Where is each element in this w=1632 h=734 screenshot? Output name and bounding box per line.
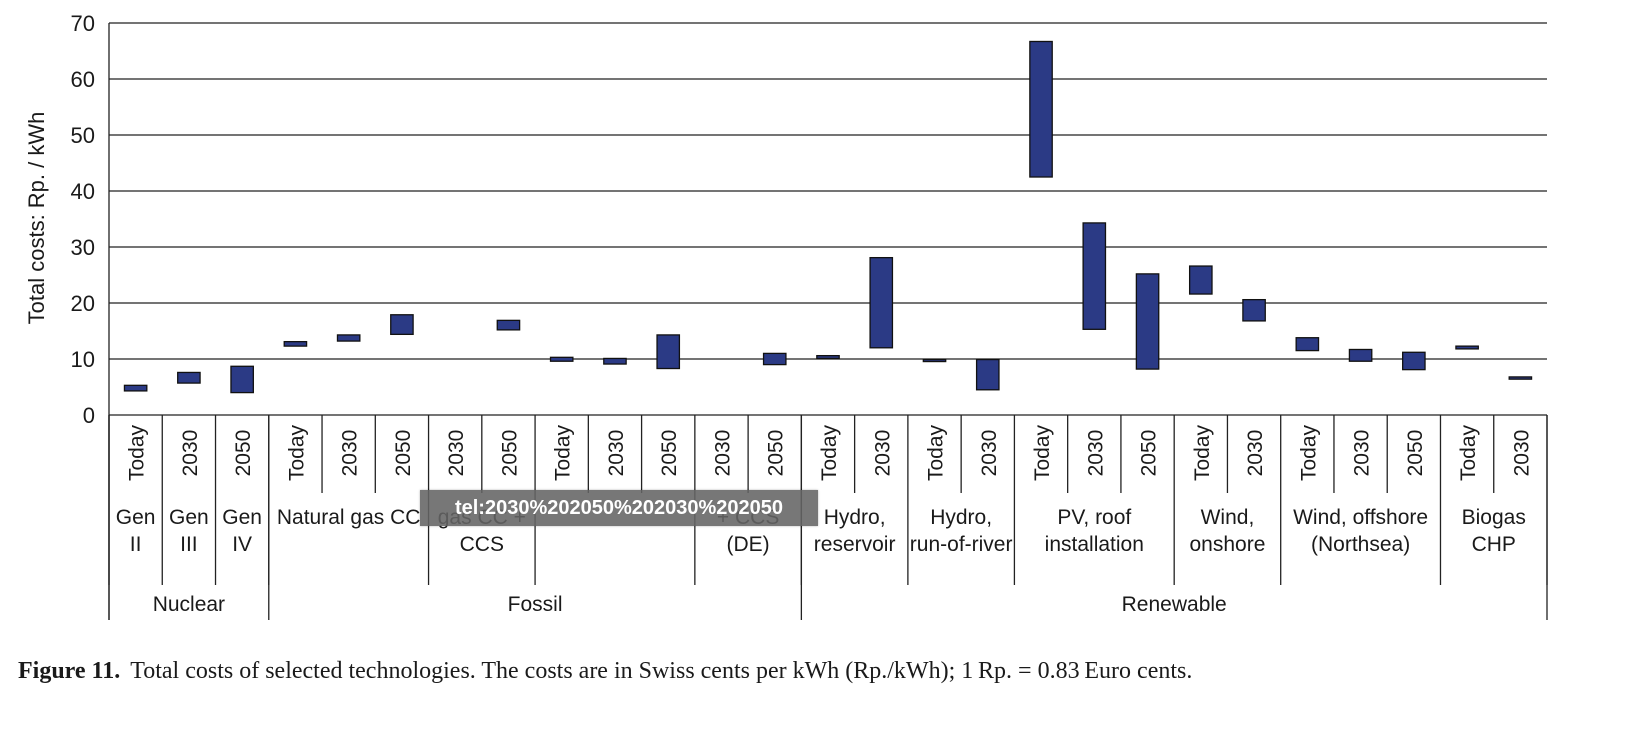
x-tick-label: Today: [552, 424, 575, 481]
figure-caption: Figure 11. Total costs of selected techno…: [18, 658, 1618, 685]
x-tick-label: 2030: [871, 430, 894, 477]
cost-range-bar: [336, 334, 361, 342]
range-bars: [123, 40, 1533, 394]
x-tick-label: 2050: [498, 430, 521, 477]
technology-label: Biogas CHP: [1462, 506, 1526, 556]
y-axis: 0 10 20 30 40 50 60 70: [71, 11, 110, 620]
x-tick-label: 2030: [1084, 430, 1107, 477]
caption-text: Total costs of selected technologies. Th…: [130, 658, 1193, 684]
x-tick-label: 2050: [765, 430, 788, 477]
technology-label: Wind, offshore (Northsea): [1293, 506, 1428, 556]
cost-range-bar: [1402, 351, 1426, 371]
cost-range-bar: [390, 314, 414, 336]
x-tick-label: 2030: [1351, 430, 1374, 477]
technology-label: Wind, onshore: [1189, 506, 1265, 556]
x-tick-label: 2030: [1510, 430, 1533, 477]
cost-range-bar: [1082, 222, 1107, 330]
url-tooltip: tel:2030%202050%202030%202050: [420, 490, 818, 526]
x-tick-label: Today: [285, 424, 308, 481]
x-tick-label: 2030: [1244, 430, 1267, 477]
y-axis-title: Total costs: Rp. / kWh: [24, 112, 49, 325]
cost-range-bar: [1455, 345, 1479, 350]
cost-range-bar: [1242, 298, 1266, 322]
y-tick-label: 40: [71, 179, 95, 204]
x-tick-label: 2030: [339, 430, 362, 477]
x-tick-label: 2030: [711, 430, 734, 477]
y-tick-label: 50: [71, 123, 95, 148]
technology-label: Gen IV: [222, 506, 262, 556]
y-tick-label: 30: [71, 235, 95, 260]
cost-range-bar: [816, 354, 840, 360]
cost-range-bar: [656, 334, 681, 370]
x-tick-label: Today: [1031, 424, 1054, 481]
x-tick-label: Today: [1297, 424, 1320, 481]
cost-range-bar: [1188, 265, 1213, 295]
cost-range-bar: [1508, 376, 1533, 380]
x-tick-label: 2050: [232, 430, 255, 477]
y-tick-label: 10: [71, 347, 95, 372]
x-tick-label: Today: [818, 424, 841, 481]
technology-label: Hydro, reservoir: [814, 506, 896, 556]
cost-range-bar: [283, 340, 308, 347]
x-tick-label: Today: [925, 424, 948, 481]
cost-range-bar: [1295, 337, 1320, 352]
cost-range-bar: [869, 256, 894, 349]
cost-range-bar: [123, 384, 148, 392]
cost-range-bar: [177, 371, 201, 384]
technology-label: PV, roof installation: [1045, 506, 1144, 556]
cost-range-bar: [1029, 40, 1053, 178]
technology-label: Natural gas CC: [277, 506, 421, 529]
y-tick-label: 0: [83, 403, 95, 428]
gridlines: [109, 22, 1547, 360]
technology-label: Gen II: [116, 506, 156, 556]
cost-range-bar: [496, 319, 521, 331]
caption-label: Figure 11.: [18, 658, 121, 684]
x-tick-label: 2030: [179, 430, 202, 477]
cost-range-bar: [975, 358, 1000, 391]
x-tick-label: Today: [126, 424, 149, 481]
x-tick-label: 2050: [392, 430, 415, 477]
group-label: Fossil: [508, 593, 563, 616]
x-tick-label: 2030: [445, 430, 468, 477]
cost-range-bar: [1135, 273, 1160, 370]
y-tick-label: 70: [71, 11, 95, 36]
technology-label: Gen III: [169, 506, 209, 556]
cost-range-bar: [922, 358, 947, 363]
x-tick-label: 2050: [658, 430, 681, 477]
technology-label: Hydro, run-of-river: [910, 506, 1013, 556]
cost-range-bar: [230, 365, 254, 394]
x-tick-label: 2050: [1138, 430, 1161, 477]
group-label: Nuclear: [153, 593, 225, 616]
group-label: Renewable: [1122, 593, 1227, 616]
x-tick-label: 2030: [605, 430, 628, 477]
cost-range-bar: [603, 357, 627, 365]
x-tick-label: 2030: [978, 430, 1001, 477]
y-tick-label: 20: [71, 291, 95, 316]
cost-range-bar: [762, 352, 787, 366]
cost-range-bar: [549, 356, 574, 362]
x-tick-label: 2050: [1404, 430, 1427, 477]
y-tick-label: 60: [71, 67, 95, 92]
cost-range-bar: [1348, 348, 1373, 362]
x-tick-label: Today: [1191, 424, 1214, 481]
x-tick-label: Today: [1457, 424, 1480, 481]
x-axis-table: Today 2030 2050 Today 2030 2050 2030 2050 Today 2…: [108, 414, 1548, 620]
